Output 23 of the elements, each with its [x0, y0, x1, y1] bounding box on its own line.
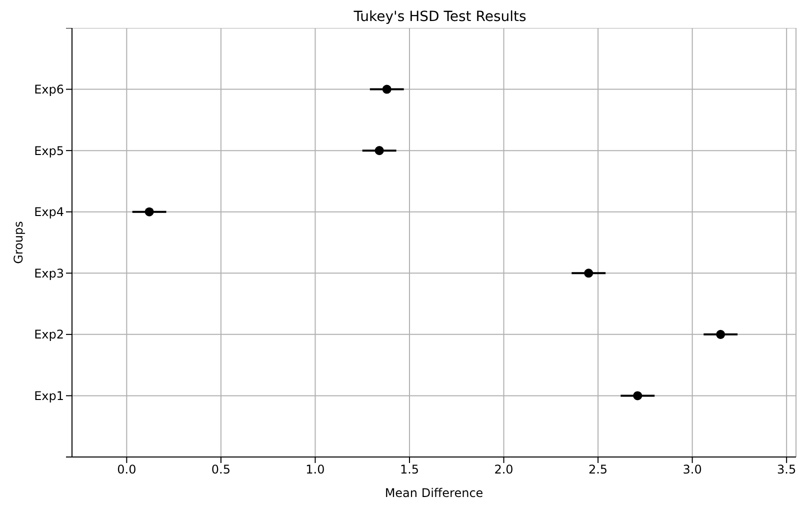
y-axis-title: Groups — [11, 221, 26, 264]
x-tick-label: 2.5 — [588, 462, 608, 477]
point — [633, 391, 642, 400]
point — [374, 146, 384, 156]
chart-title: Tukey's HSD Test Results — [352, 8, 528, 27]
x-tick-label: 2.0 — [494, 462, 514, 477]
x-tick-label: 1.5 — [400, 462, 420, 477]
x-tick-label: 1.0 — [306, 462, 325, 477]
y-tick-label: Exp2 — [34, 328, 64, 342]
x-axis-title: Mean Difference — [384, 486, 484, 500]
point — [716, 330, 726, 339]
x-tick-label: 0.5 — [211, 462, 230, 477]
x-tick-label: 0.0 — [117, 462, 136, 477]
x-tick-label: 3.5 — [777, 462, 796, 477]
point — [382, 84, 392, 94]
y-tick-label: Exp3 — [34, 266, 64, 280]
y-tick-label: Exp6 — [34, 82, 64, 97]
point — [584, 268, 594, 278]
y-tick-label: Exp5 — [34, 144, 64, 158]
y-tick-label: Exp4 — [34, 205, 64, 220]
point — [144, 207, 154, 216]
y-tick-label: Exp1 — [34, 388, 64, 403]
x-tick-label: 3.0 — [682, 462, 702, 477]
